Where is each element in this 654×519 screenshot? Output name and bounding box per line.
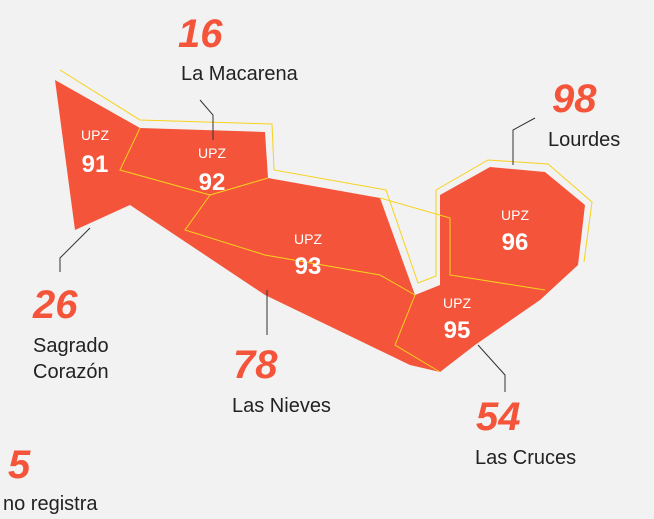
annotation-value: 78 <box>233 343 278 387</box>
boundary <box>119 127 211 196</box>
leader-line <box>512 117 536 165</box>
upz-code: 91 <box>82 151 109 178</box>
upz-code: 95 <box>444 317 471 344</box>
upz-code: 92 <box>199 169 226 196</box>
annotation-name: La Macarena <box>181 63 299 85</box>
annotation-name: Las Nieves <box>232 395 331 417</box>
annotation-value: 26 <box>32 283 78 327</box>
annotation-value: 98 <box>552 77 597 121</box>
annotation-name: Corazón <box>33 361 109 383</box>
upz-prefix: UPZ <box>198 145 226 161</box>
leader-line <box>199 99 214 140</box>
upz-prefix: UPZ <box>443 295 471 311</box>
leader-line <box>477 344 506 392</box>
upz-code: 93 <box>295 253 322 280</box>
leader-line <box>59 227 91 272</box>
boundary <box>394 294 441 373</box>
annotation-name: no registra <box>3 493 98 515</box>
annotation-value: 54 <box>476 395 521 439</box>
upz-prefix: UPZ <box>294 231 322 247</box>
outline <box>59 69 593 284</box>
annotation-name: Lourdes <box>548 129 620 151</box>
annotation-value: 16 <box>178 12 223 56</box>
annotation-name: Las Cruces <box>475 447 576 469</box>
annotation-value: 5 <box>8 443 31 487</box>
district-shape <box>55 80 585 372</box>
annotation-name: Sagrado <box>33 335 109 357</box>
boundary <box>209 177 269 196</box>
upz-prefix: UPZ <box>501 207 529 223</box>
upz-code: 96 <box>502 229 529 256</box>
boundary <box>184 194 416 296</box>
upz-prefix: UPZ <box>81 127 109 143</box>
boundary <box>379 197 546 291</box>
